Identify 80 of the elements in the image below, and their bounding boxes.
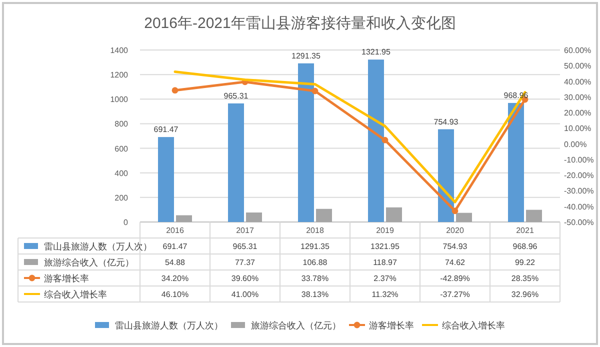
data-label: 28.35% [511, 274, 539, 283]
bar [526, 210, 542, 222]
bar [246, 212, 262, 222]
data-label: 54.88 [164, 258, 186, 267]
point [452, 208, 458, 214]
data-label: 1291.35 [300, 242, 330, 251]
text: 旅游综合收入（亿元） [251, 320, 341, 330]
text: 雷山县旅游人数（万人次） [115, 320, 223, 330]
x-tick-label: 2017 [236, 226, 254, 235]
x-tick-label: 2021 [516, 226, 534, 235]
x-tick-label: 2016 [166, 226, 184, 235]
chart-title: 2016年-2021年雷山县游客接待量和收入变化图 [144, 15, 456, 32]
y2-tick-label: 50.00% [564, 62, 592, 71]
y-tick-label: 200 [114, 193, 129, 202]
data-label: 1321.95 [370, 242, 400, 251]
text: 游客增长率 [369, 320, 414, 330]
data-label: 39.60% [231, 274, 259, 283]
bar [158, 137, 174, 222]
text: 754.93 [434, 117, 458, 126]
y-tick-label: 600 [114, 144, 129, 154]
legend-label: 游客增长率 [44, 274, 89, 284]
y2-tick-label: 30.00% [564, 92, 592, 102]
data-label: 754.93 [442, 242, 468, 251]
legend-label: 雷山县旅游人数（万人次） [44, 242, 152, 252]
data-label: 77.37 [234, 258, 256, 267]
y-tick-label: 800 [114, 120, 129, 129]
y2-tick-label: -40.00% [564, 202, 594, 212]
text: 1291.35 [292, 51, 320, 60]
data-label: 691.47 [162, 242, 188, 251]
y-tick-label: 1200 [110, 70, 129, 80]
x-tick-label: 2018 [306, 226, 324, 235]
data-label: 41.00% [231, 290, 259, 299]
bar [386, 207, 402, 222]
point [312, 88, 318, 94]
x-tick-label: 2019 [376, 226, 394, 235]
data-label: 11.32% [372, 290, 398, 299]
y2-tick-label: -10.00% [564, 155, 594, 164]
text: 1321.95 [362, 48, 390, 57]
data-label: 74.62 [444, 258, 466, 267]
legend-label: 旅游综合收入（亿元） [44, 258, 134, 268]
y-tick-label: 400 [114, 168, 129, 178]
bar [456, 212, 472, 222]
point [172, 87, 178, 94]
data-label: -37.27% [440, 290, 470, 299]
data-label: 46.10% [161, 290, 189, 299]
data-label: 38.13% [301, 290, 329, 299]
data-label: 2.37% [374, 274, 396, 283]
data-label: 99.22 [514, 258, 536, 267]
data-label: 106.88 [302, 258, 328, 267]
y2-tick-label: 10.00% [564, 124, 592, 134]
text: 综合收入增长率 [442, 320, 505, 330]
bar [298, 63, 314, 222]
data-label: 965.31 [232, 242, 258, 251]
y-tick-label: 1000 [110, 95, 129, 104]
data-label: 968.96 [512, 242, 538, 251]
bar [228, 103, 244, 222]
point [382, 136, 388, 144]
bar [438, 129, 454, 222]
bar [508, 102, 524, 222]
y-tick-label: 1400 [110, 46, 129, 55]
y2-tick-label: 40.00% [564, 77, 592, 86]
y2-tick-label: -30.00% [564, 186, 594, 196]
data-label: 118.97 [373, 258, 398, 267]
data-label: -42.89% [440, 274, 470, 283]
text: 691.47 [154, 125, 178, 134]
y2-tick-label: -50.00% [564, 218, 594, 227]
data-label: 33.78% [301, 274, 329, 283]
bar [368, 60, 384, 222]
legend-label: 综合收入增长率 [44, 290, 107, 300]
text: 965.31 [224, 91, 248, 100]
y-tick-label: 0 [124, 218, 129, 227]
x-tick-label: 2020 [446, 226, 464, 235]
y2-tick-label: 0.00% [564, 140, 587, 149]
data-label: 34.20% [161, 274, 189, 283]
y2-tick-label: 20.00% [564, 108, 592, 118]
bar [176, 215, 192, 222]
bar [316, 208, 332, 222]
y2-tick-label: -20.00% [564, 171, 594, 180]
data-label: 32.96% [511, 290, 539, 299]
y2-tick-label: 60.00% [564, 46, 592, 55]
